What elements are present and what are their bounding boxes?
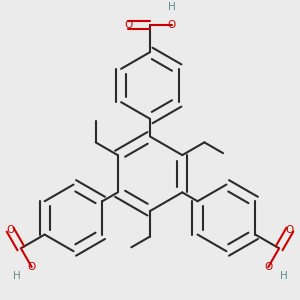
Text: O: O <box>6 225 14 235</box>
Text: O: O <box>286 225 294 235</box>
Text: O: O <box>264 262 272 272</box>
Text: H: H <box>280 271 287 281</box>
Text: H: H <box>13 271 20 281</box>
Text: O: O <box>28 262 36 272</box>
Text: H: H <box>168 2 176 12</box>
Text: O: O <box>167 20 176 30</box>
Text: O: O <box>124 20 133 30</box>
